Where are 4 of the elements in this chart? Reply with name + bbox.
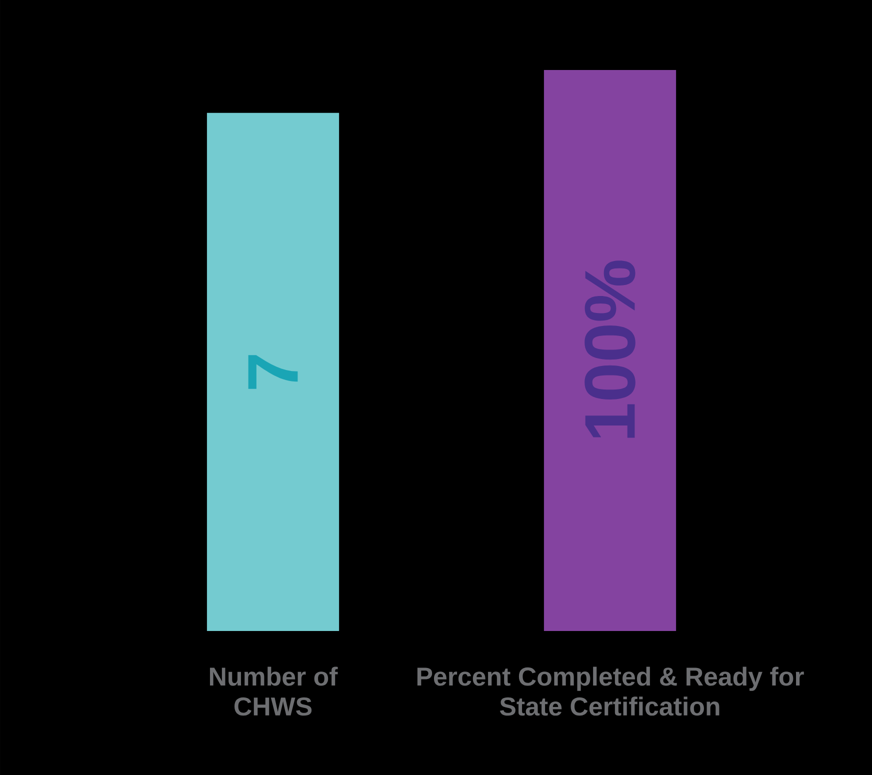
data-label: 7 [248,355,298,389]
data-label: 100% [584,260,636,438]
x-tick-label: Number of CHWS [210,666,338,716]
x-tick-label: Percent Completed & Ready for State Certification [417,666,804,716]
